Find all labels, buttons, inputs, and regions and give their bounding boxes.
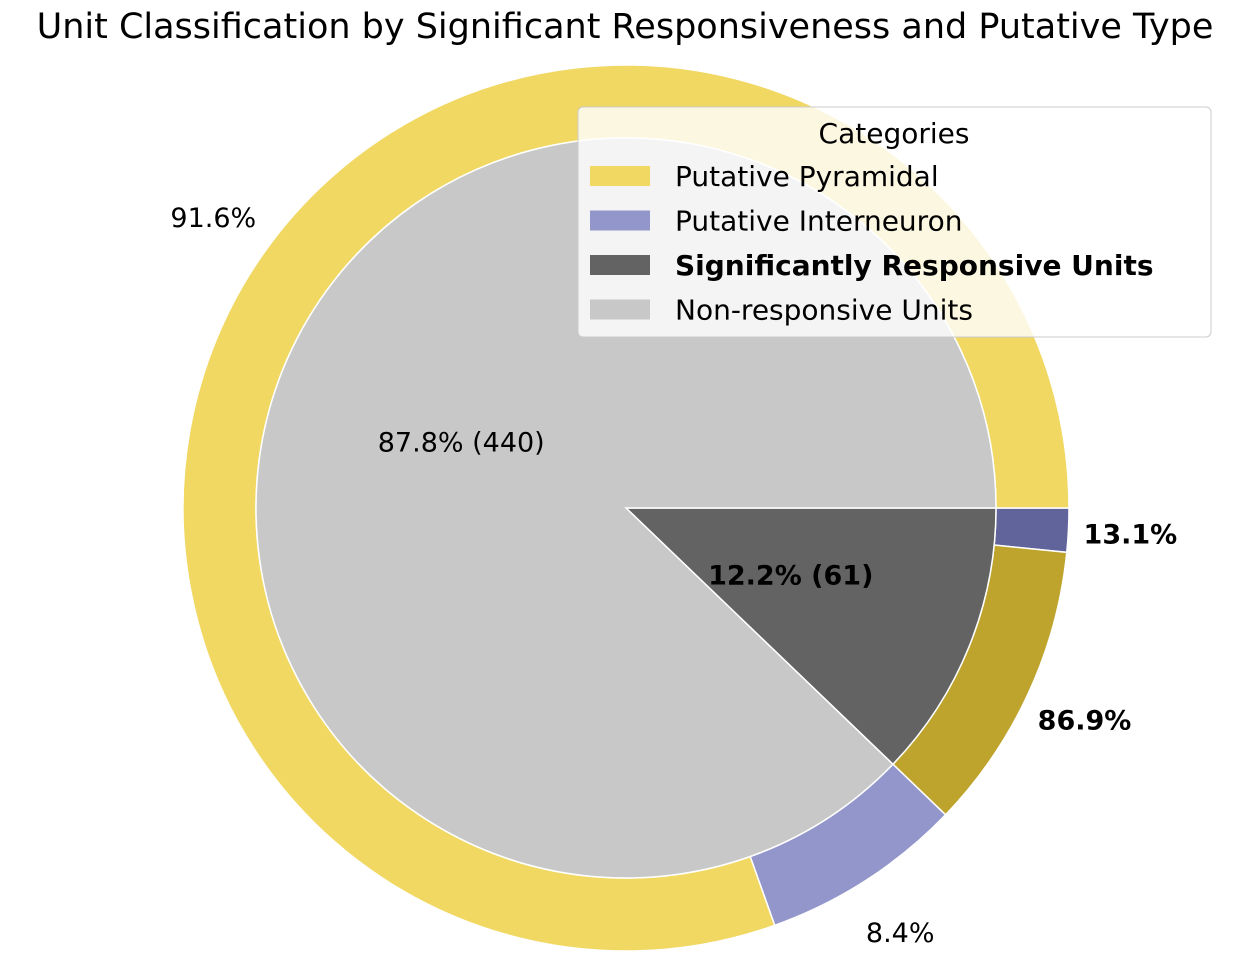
legend-swatch-non-responsive-units (590, 299, 650, 320)
inner-label-non-responsive-units: 87.8% (440) (378, 428, 545, 459)
legend-swatch-significantly-responsive-units (590, 255, 650, 275)
legend-label-significantly-responsive-units: Significantly Responsive Units (675, 249, 1154, 282)
legend-box (577, 106, 1212, 338)
inner-labels: 12.2% (61) 87.8% (440) (378, 428, 874, 592)
legend-label-putative-pyramidal: Putative Pyramidal (675, 160, 939, 193)
outer-label-significantly-responsive-units-putative-interneuron: 13.1% (1084, 519, 1178, 550)
outer-label-non-responsive-units-putative-interneuron: 8.4% (866, 918, 935, 949)
legend-entries: Putative Pyramidal Putative Interneuron Si… (590, 160, 1154, 327)
chart-title: Unit Classification by Significant Respo… (37, 7, 1214, 47)
outer-label-significantly-responsive-units-putative-pyramidal: 86.9% (1038, 706, 1132, 737)
inner-label-significantly-responsive-units: 12.2% (61) (708, 560, 873, 591)
legend-swatch-putative-interneuron (590, 210, 650, 231)
inner-slice-significantly-responsive-units (624, 507, 997, 766)
legend-title: Categories (819, 117, 970, 150)
outer-label-non-responsive-units-putative-pyramidal: 91.6% (170, 203, 256, 234)
legend-label-non-responsive-units: Non-responsive Units (675, 294, 973, 327)
legend: Categories Putative Pyramidal Putative In… (577, 106, 1212, 338)
legend-swatch-putative-pyramidal (590, 166, 650, 186)
outer-labels: 13.1% 86.9% 8.4% 91.6% (170, 203, 1177, 949)
legend-label-putative-interneuron: Putative Interneuron (675, 205, 962, 238)
